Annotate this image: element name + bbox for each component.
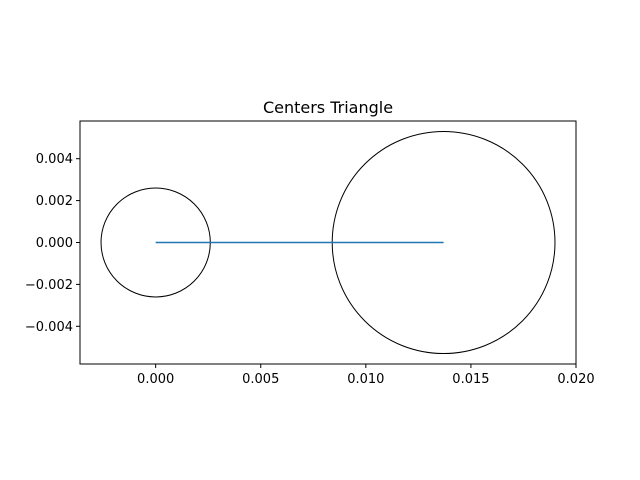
x-tick-label: 0.005	[242, 372, 279, 387]
x-tick-label: 0.000	[137, 372, 174, 387]
y-tick-label: −0.002	[25, 278, 73, 293]
y-tick-label: 0.004	[36, 152, 73, 167]
x-tick-label: 0.020	[557, 372, 594, 387]
y-tick-label: 0.000	[36, 236, 73, 251]
x-tick-label: 0.015	[452, 372, 489, 387]
x-tick-label: 0.010	[347, 372, 384, 387]
y-tick-label: −0.004	[25, 320, 73, 335]
chart-title: Centers Triangle	[263, 98, 393, 117]
y-tick-label: 0.002	[36, 194, 73, 209]
plot-frame	[79, 120, 577, 365]
